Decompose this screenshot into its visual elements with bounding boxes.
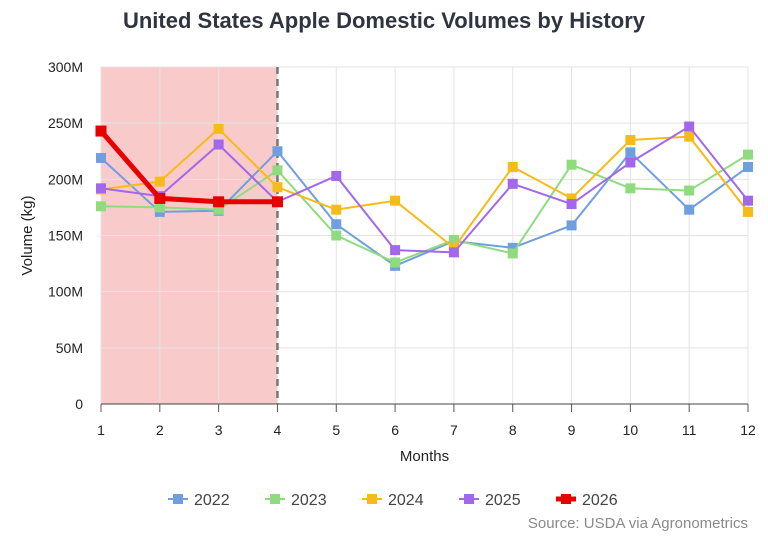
legend-marker	[367, 494, 377, 504]
data-point-2026	[271, 196, 283, 208]
data-point-2025	[390, 245, 401, 256]
y-tick-label: 150M	[48, 228, 83, 244]
legend-marker	[561, 494, 571, 504]
y-tick-label: 50M	[56, 340, 83, 356]
data-point-2023	[272, 165, 283, 176]
data-point-2022	[684, 204, 695, 215]
data-point-2023	[507, 248, 518, 259]
x-tick-label: 7	[450, 422, 458, 438]
x-tick-label: 2	[156, 422, 164, 438]
data-point-2024	[213, 123, 224, 134]
data-point-2023	[213, 204, 224, 215]
legend-label: 2025	[485, 492, 521, 509]
data-point-2023	[331, 230, 342, 241]
data-point-2023	[625, 183, 636, 194]
y-tick-label: 300M	[48, 59, 83, 75]
data-point-2025	[331, 170, 342, 181]
data-point-2023	[684, 185, 695, 196]
x-axis-title: Months	[400, 448, 449, 465]
data-point-2025	[684, 121, 695, 132]
x-tick-label: 12	[740, 422, 756, 438]
data-point-2023	[743, 149, 753, 160]
legend-item-2024: 2024	[362, 492, 424, 509]
data-point-2025	[743, 195, 753, 206]
x-tick-label: 9	[568, 422, 576, 438]
series-2025	[96, 121, 753, 258]
data-point-2025	[507, 178, 518, 189]
data-point-2022	[625, 147, 636, 158]
legend-marker	[270, 494, 280, 504]
y-axis-title: Volume (kg)	[19, 195, 36, 275]
data-point-2024	[272, 182, 283, 193]
data-point-2022	[96, 152, 106, 163]
x-tick-label: 6	[391, 422, 399, 438]
legend-label: 2026	[582, 492, 618, 509]
source-note: Source: USDA via Agronometrics	[527, 515, 748, 532]
legend-item-2025: 2025	[459, 492, 521, 509]
x-tick-label: 1	[97, 422, 105, 438]
data-point-2024	[566, 193, 577, 204]
y-tick-label: 250M	[48, 115, 83, 131]
x-tick-label: 5	[332, 422, 340, 438]
data-point-2025	[213, 139, 224, 150]
series-line-2025	[100, 125, 749, 254]
data-point-2026	[213, 196, 225, 208]
data-point-2023	[448, 234, 459, 245]
data-point-2024	[684, 131, 695, 142]
x-tick-label: 8	[509, 422, 517, 438]
x-tick-label: 11	[682, 422, 697, 438]
data-point-2025	[625, 157, 636, 168]
series-2026	[95, 125, 283, 208]
data-point-2024	[390, 195, 401, 206]
data-point-2026	[95, 125, 107, 137]
series-line-2024	[100, 127, 749, 249]
data-point-2024	[331, 204, 342, 215]
data-point-2023	[154, 202, 165, 213]
legend-label: 2024	[388, 492, 424, 509]
data-point-2025	[566, 199, 577, 210]
x-tick-label: 4	[274, 422, 282, 438]
data-point-2023	[390, 257, 401, 268]
legend-item-2022: 2022	[168, 492, 230, 509]
y-tick-label: 0	[75, 396, 83, 412]
x-tick-label: 10	[623, 422, 639, 438]
x-tick-label: 3	[215, 422, 223, 438]
series-line-2022	[100, 150, 749, 267]
data-point-2024	[743, 206, 753, 217]
data-point-2025	[448, 247, 459, 258]
legend-item-2026: 2026	[556, 492, 618, 509]
data-point-2022	[331, 219, 342, 230]
legend-marker	[173, 494, 183, 504]
series-line-2026	[99, 129, 278, 205]
data-point-2024	[154, 176, 165, 187]
series-2023	[96, 149, 753, 268]
y-tick-label: 200M	[48, 171, 83, 187]
data-point-2022	[566, 220, 577, 231]
data-point-2023	[566, 159, 577, 170]
data-point-2022	[507, 242, 518, 253]
chart-title: United States Apple Domestic Volumes by …	[122, 8, 645, 33]
y-tick-label: 100M	[48, 284, 83, 300]
data-point-2026	[154, 192, 166, 204]
data-point-2025	[96, 183, 106, 194]
data-point-2023	[96, 201, 106, 212]
data-point-2024	[625, 135, 636, 146]
data-point-2022	[743, 161, 753, 172]
data-point-2022	[272, 146, 283, 157]
legend-item-2023: 2023	[265, 492, 327, 509]
legend-label: 2023	[291, 492, 327, 509]
legend-label: 2022	[194, 492, 230, 509]
legend-marker	[464, 494, 474, 504]
data-point-2024	[507, 161, 518, 172]
